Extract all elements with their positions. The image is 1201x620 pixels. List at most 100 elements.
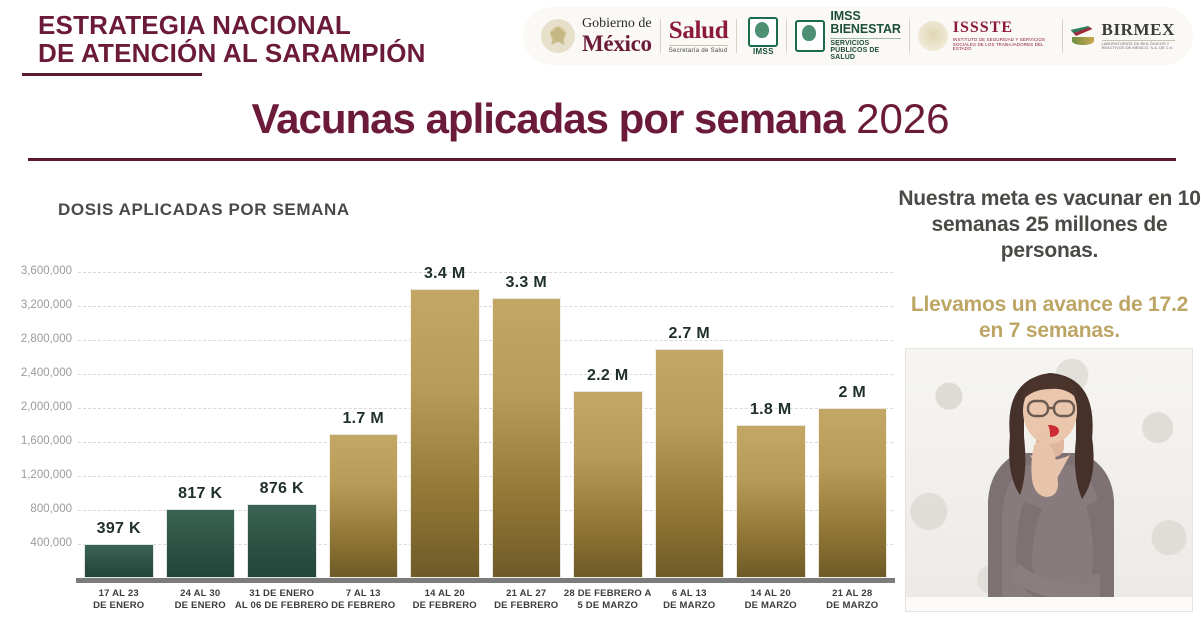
- issste-line2: INSTITUTO DE SEGURIDAD Y SERVICIOS SOCIA…: [952, 36, 1046, 52]
- page-title: Vacunas aplicadas por semana 2026: [0, 96, 1201, 142]
- y-axis-tick: 400,000: [30, 537, 72, 549]
- y-axis-tick-labels: 3,600,000 3,200,000 2,800,000 2,400,000 2,00…: [0, 255, 72, 580]
- bar-value-label: 1.8 M: [749, 401, 792, 418]
- gridline: [78, 306, 893, 307]
- salud-wordmark: Salud: [668, 17, 729, 44]
- bar-slot: 397 K: [78, 255, 160, 578]
- logo-divider: [908, 19, 910, 53]
- gobierno-line2: México: [582, 31, 652, 56]
- x-axis-tick: 14 AL 20 DE FEBRERO: [412, 588, 477, 611]
- logo-divider: [786, 19, 788, 53]
- chart-gridlines: [78, 255, 893, 580]
- gridline: [78, 510, 893, 511]
- bar-value-label: 397 K: [96, 520, 141, 538]
- bar-slot: 2.7 M: [649, 255, 731, 578]
- x-axis-tick: 17 AL 23 DE ENERO: [93, 588, 145, 611]
- imss-bienestar-line2: SERVICIOS PÚBLICOS DE SALUD: [830, 37, 901, 62]
- bar-value-label: 876 K: [259, 479, 304, 497]
- logo-divider: [659, 19, 661, 53]
- bar-slot: 876 K: [241, 255, 323, 578]
- bar-value-label: 1.7 M: [342, 409, 384, 427]
- x-axis-tick: 6 AL 13 DE MARZO: [663, 588, 716, 611]
- chart-baseline: [76, 578, 895, 583]
- strategy-title: ESTRATEGIA NACIONAL DE ATENCIÓN AL SARAM…: [38, 10, 426, 68]
- bar-value-label: 3.4 M: [423, 265, 466, 282]
- gridline: [78, 544, 893, 545]
- logo-imss: IMSS: [737, 7, 786, 65]
- bar-value-label: 2 M: [838, 384, 867, 401]
- bar-slot: 1.7 M: [323, 255, 405, 578]
- header-underline: [22, 73, 202, 76]
- imss-label: IMSS: [753, 46, 774, 56]
- y-axis-tick: 1,600,000: [20, 435, 72, 447]
- goal-statement: Nuestra meta es vacunar en 10 semanas 25…: [898, 187, 1201, 262]
- birmex-line1: BIRMEX: [1101, 20, 1175, 40]
- bar-slot: 2 M: [812, 255, 894, 578]
- x-axis-tick: 31 DE ENERO AL 06 DE FEBRERO: [234, 588, 329, 611]
- gridline: [78, 476, 893, 477]
- y-axis-tick: 3,600,000: [20, 265, 72, 277]
- gridline: [78, 408, 893, 409]
- x-axis-tick: 24 AL 30 DE ENERO: [174, 588, 226, 611]
- page-title-bold: Vacunas aplicadas por semana: [251, 95, 845, 142]
- logo-imss-bienestar: IMSS BIENESTAR SERVICIOS PÚBLICOS DE SAL…: [787, 7, 908, 65]
- y-axis-tick: 2,800,000: [20, 333, 72, 345]
- y-axis-tick: 1,200,000: [20, 469, 72, 481]
- imss-bienestar-emblem-icon: [795, 20, 826, 52]
- y-axis-tick: 3,200,000: [20, 299, 72, 311]
- birmex-emblem-icon: [1071, 24, 1097, 48]
- bar-slot: 3.4 M: [404, 255, 486, 578]
- x-axis-tick: 21 AL 28 DE MARZO: [826, 588, 879, 611]
- imss-emblem-icon: [748, 16, 779, 47]
- logo-divider: [1061, 19, 1063, 53]
- bar-value-label: 3.3 M: [505, 273, 547, 291]
- issste-seal-icon: [917, 21, 948, 51]
- bar-series: 397 K 817 K 876 K 1.7 M 3.4 M 3.3 M 2.2 M 2.7 M…: [78, 255, 893, 578]
- bar-slot: 2.2 M: [567, 255, 649, 578]
- chart-subtitle: DOSIS APLICADAS POR SEMANA: [58, 200, 350, 219]
- x-axis-tick: 7 AL 13 DE FEBRERO: [331, 588, 396, 611]
- bar[interactable]: [328, 433, 398, 578]
- y-axis-tick: 800,000: [30, 503, 72, 515]
- page-header: ESTRATEGIA NACIONAL DE ATENCIÓN AL SARAM…: [0, 0, 1201, 80]
- x-axis-tick: 14 AL 20 DE MARZO: [744, 588, 797, 611]
- logo-birmex: BIRMEX LABORATORIOS DE BIOLÓGICOS Y REAC…: [1063, 7, 1184, 65]
- bar-value-label: 2.7 M: [668, 324, 710, 342]
- page-title-year: 2026: [856, 95, 950, 142]
- logo-gobierno-de-mexico: Gobierno de México: [533, 7, 660, 65]
- x-axis-tick: 28 DE FEBRERO A 5 DE MARZO: [563, 588, 652, 611]
- x-axis-tick: 21 AL 27 DE FEBRERO: [494, 588, 559, 611]
- bar[interactable]: [410, 289, 480, 578]
- institution-logo-band: Gobierno de México Salud Secretaría de S…: [523, 7, 1193, 65]
- issste-line1: ISSSTE: [952, 19, 1014, 37]
- imss-bienestar-line1: IMSS BIENESTAR: [830, 9, 901, 37]
- gridline: [78, 374, 893, 375]
- sign-language-interpreter-figure: [988, 373, 1114, 611]
- bar[interactable]: [247, 503, 317, 578]
- bar[interactable]: [491, 297, 561, 578]
- bar-slot: 3.3 M: [486, 255, 568, 578]
- logo-issste: ISSSTE INSTITUTO DE SEGURIDAD Y SERVICIO…: [910, 7, 1062, 65]
- bar[interactable]: [573, 391, 643, 578]
- sign-language-video-panel[interactable]: [905, 348, 1193, 612]
- gridline: [78, 340, 893, 341]
- bar-slot: 1.8 M: [730, 255, 812, 578]
- y-axis-tick: 2,000,000: [20, 401, 72, 413]
- title-divider: [28, 158, 1176, 161]
- x-axis-tick-labels: 17 AL 23 DE ENERO 24 AL 30 DE ENERO 31 DE …: [78, 588, 893, 620]
- bar-value-label: 2.2 M: [586, 367, 629, 384]
- gridline: [78, 272, 893, 273]
- bar[interactable]: [84, 544, 154, 578]
- bar-value-label: 817 K: [178, 484, 223, 502]
- bar[interactable]: [817, 408, 887, 578]
- bar[interactable]: [736, 425, 806, 578]
- logo-salud: Salud Secretaría de Salud: [661, 7, 737, 65]
- logo-divider: [736, 19, 738, 53]
- gridline: [78, 442, 893, 443]
- video-floor: [906, 597, 1192, 611]
- bar[interactable]: [165, 508, 235, 578]
- mexican-eagle-seal-icon: [541, 19, 575, 53]
- bar-slot: 817 K: [160, 255, 242, 578]
- gobierno-line1: Gobierno de: [582, 16, 652, 31]
- bar[interactable]: [654, 348, 724, 578]
